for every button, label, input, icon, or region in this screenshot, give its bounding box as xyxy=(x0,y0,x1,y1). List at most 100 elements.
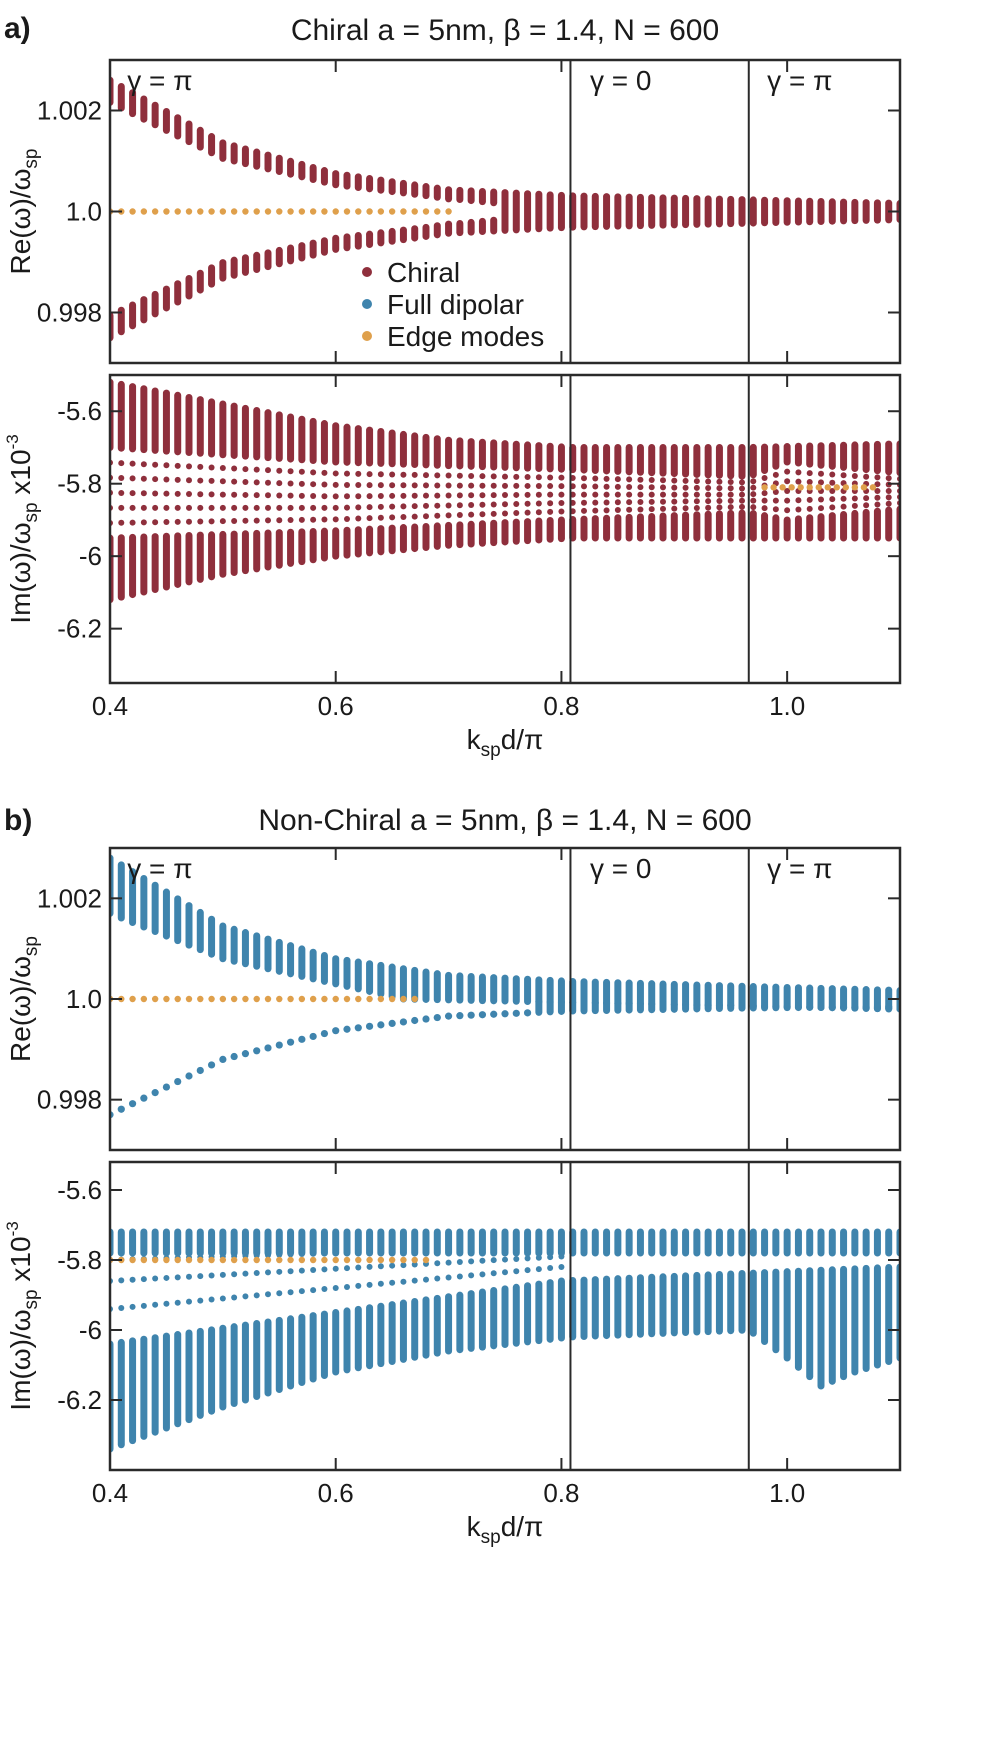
chiral-point xyxy=(840,495,847,502)
full-dipolar-point xyxy=(524,1267,531,1274)
chiral-point xyxy=(332,504,339,511)
full-dipolar-point xyxy=(298,1288,305,1295)
chiral-point xyxy=(761,497,768,504)
full-dipolar-point xyxy=(445,1246,452,1253)
edge-modes-point xyxy=(422,208,430,215)
chiral-point xyxy=(705,491,712,498)
full-dipolar-point xyxy=(242,1270,249,1277)
chiral-point xyxy=(434,492,441,499)
full-dipolar-point xyxy=(253,1270,260,1277)
full-dipolar-point xyxy=(174,1077,182,1086)
chiral-point xyxy=(411,492,418,499)
edge-modes-point xyxy=(411,208,418,215)
edge-modes-point xyxy=(788,484,795,491)
chiral-point xyxy=(535,509,542,516)
chiral-point xyxy=(287,480,294,487)
chiral-point xyxy=(344,493,350,500)
edge-modes-point xyxy=(366,995,373,1003)
full-dipolar-point xyxy=(456,1259,463,1266)
chiral-point xyxy=(727,491,734,498)
full-dipolar-point xyxy=(264,1044,272,1052)
x-tick-label: 1.0 xyxy=(769,1478,805,1508)
full-dipolar-point xyxy=(456,1012,464,1020)
chiral-point xyxy=(603,483,610,490)
full-dipolar-point xyxy=(479,1245,486,1252)
edge-modes-point xyxy=(321,208,328,215)
chiral-point xyxy=(705,485,712,492)
full-dipolar-point xyxy=(468,1245,475,1252)
chiral-point xyxy=(693,504,700,511)
chiral-point xyxy=(276,480,283,487)
chiral-point xyxy=(219,491,226,498)
edge-modes-point xyxy=(779,484,786,491)
y-tick-label: -6.2 xyxy=(57,614,102,644)
chiral-point xyxy=(558,474,565,481)
chiral-point xyxy=(253,466,260,473)
chiral-point xyxy=(547,508,554,515)
edge-modes-point xyxy=(253,208,260,215)
chiral-point xyxy=(648,506,655,513)
chiral-point xyxy=(784,507,791,514)
chiral-point xyxy=(671,477,678,484)
full-dipolar-point xyxy=(140,1276,147,1283)
chiral-point xyxy=(829,504,836,511)
y-tick-label: -5.6 xyxy=(57,396,102,426)
chiral-point xyxy=(727,497,734,504)
chiral-point xyxy=(795,469,802,476)
chiral-point xyxy=(750,484,757,491)
edge-modes-point xyxy=(242,208,249,215)
chiral-point xyxy=(851,502,858,509)
chiral-point xyxy=(344,470,350,477)
chiral-point xyxy=(468,482,475,489)
full-dipolar-point xyxy=(355,1282,362,1289)
chiral-point xyxy=(242,517,249,524)
chiral-point xyxy=(885,487,892,494)
chiral-point xyxy=(671,491,678,498)
chiral-point xyxy=(693,484,700,491)
full-dipolar-point xyxy=(231,1271,238,1278)
full-dipolar-point xyxy=(523,1009,532,1017)
full-dipolar-point xyxy=(163,1300,170,1307)
chiral-point xyxy=(513,491,520,498)
chiral-point xyxy=(377,503,384,510)
edge-modes-point xyxy=(174,995,181,1003)
chiral-point xyxy=(818,505,824,512)
legend: Chiral Full dipolar Edge modes xyxy=(362,257,544,352)
full-dipolar-point xyxy=(129,1276,136,1283)
chiral-point xyxy=(276,467,283,474)
y-axis-label: Im(ω)/ωsp x10-3 xyxy=(3,434,42,623)
chiral-point xyxy=(445,492,452,499)
chiral-point xyxy=(806,479,813,486)
edge-modes-point xyxy=(366,1256,373,1264)
chiral-point xyxy=(355,504,362,511)
edge-modes-point xyxy=(242,995,249,1003)
full-dipolar-point xyxy=(332,1285,339,1291)
chiral-point xyxy=(208,464,215,471)
edge-modes-point xyxy=(287,995,294,1003)
chiral-point xyxy=(626,491,633,498)
chiral-point xyxy=(513,510,520,517)
chiral-point xyxy=(682,484,689,491)
chiral-point xyxy=(750,491,757,498)
edge-modes-point xyxy=(355,1256,362,1264)
full-dipolar-point xyxy=(377,1021,385,1029)
chiral-point xyxy=(637,491,644,498)
chiral-point xyxy=(592,483,599,490)
chiral-point xyxy=(377,471,384,478)
full-dipolar-point xyxy=(152,1275,159,1282)
full-dipolar-point xyxy=(490,1257,497,1264)
chiral-point xyxy=(377,493,384,500)
chiral-point xyxy=(874,501,881,508)
chiral-point xyxy=(693,491,700,498)
edge-modes-point xyxy=(197,995,204,1003)
x-tick-label: 0.8 xyxy=(543,1478,579,1508)
chiral-point xyxy=(456,512,463,519)
chiral-point xyxy=(885,500,892,507)
edge-modes-point xyxy=(298,1256,306,1264)
x-axis-label: kspd/π xyxy=(467,1511,544,1548)
full-dipolar-point xyxy=(478,1011,487,1019)
chiral-point xyxy=(434,512,441,519)
full-dipolar-point xyxy=(445,1274,452,1281)
chiral-point xyxy=(434,482,441,489)
chiral-point xyxy=(502,482,508,489)
